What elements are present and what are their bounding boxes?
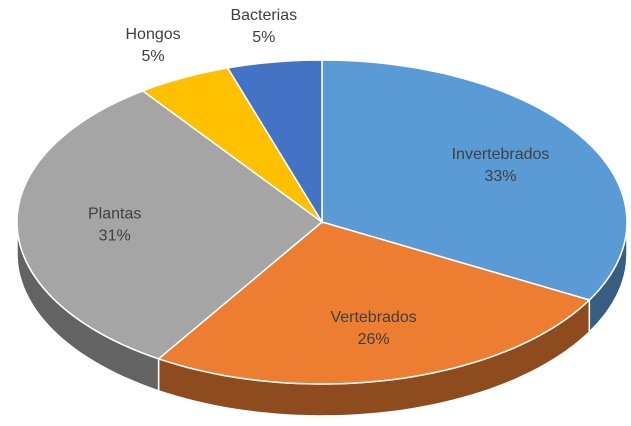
data-label-value: 31% <box>99 228 131 245</box>
data-label-value: 5% <box>252 29 275 46</box>
data-label-name: Plantas <box>88 206 141 223</box>
data-label-value: 33% <box>485 168 517 185</box>
slice <box>16 90 324 360</box>
data-label-name: Invertebrados <box>452 146 550 163</box>
data-label-value: 5% <box>142 48 165 65</box>
data-label-name: Hongos <box>125 26 180 43</box>
slice <box>226 59 323 225</box>
slice <box>321 59 628 301</box>
data-label-name: Bacterias <box>230 7 297 24</box>
data-label-name: Vertebrados <box>330 309 416 326</box>
data-label-value: 26% <box>358 331 390 348</box>
slice <box>157 221 591 385</box>
slice <box>141 67 323 223</box>
